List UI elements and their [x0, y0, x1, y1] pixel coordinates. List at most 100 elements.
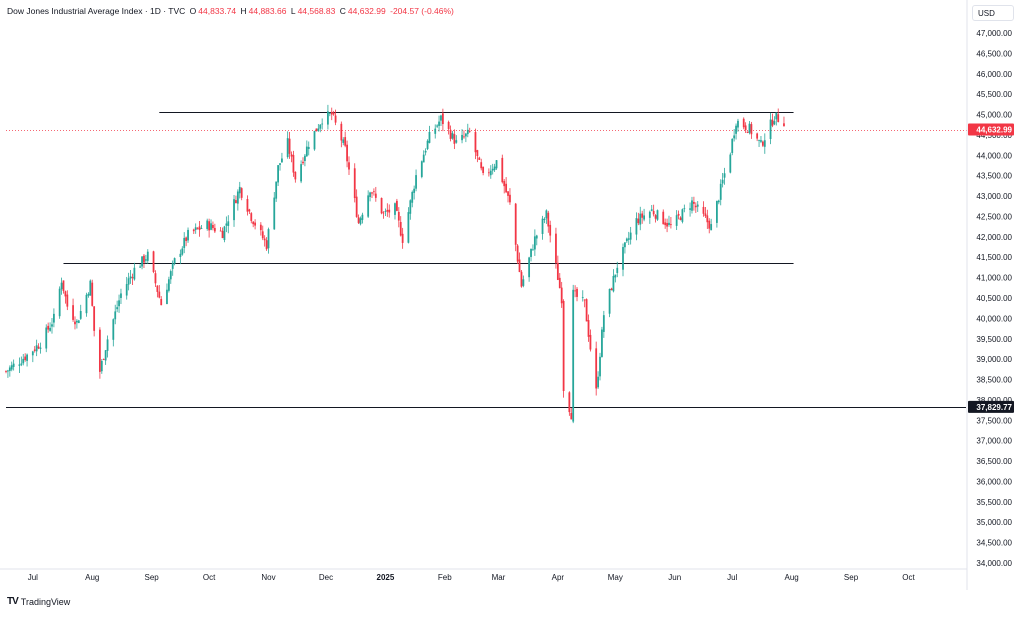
candle[interactable] [187, 227, 189, 243]
candle[interactable] [380, 197, 383, 215]
candle[interactable] [693, 196, 695, 211]
candle[interactable] [721, 172, 724, 188]
candle[interactable] [518, 252, 521, 273]
candle[interactable] [666, 218, 668, 233]
candle[interactable] [744, 122, 747, 134]
candle[interactable] [731, 138, 734, 156]
candle[interactable] [240, 187, 243, 201]
candle[interactable] [601, 326, 603, 358]
candle[interactable] [625, 237, 628, 243]
candle[interactable] [198, 220, 201, 237]
candle[interactable] [650, 205, 653, 212]
candle[interactable] [332, 110, 335, 116]
candle[interactable] [292, 150, 295, 177]
candle[interactable] [35, 339, 38, 357]
candle[interactable] [610, 287, 613, 291]
candle[interactable] [706, 209, 709, 229]
candle[interactable] [587, 314, 590, 342]
candle[interactable] [476, 149, 479, 163]
candle[interactable] [635, 212, 638, 241]
candle[interactable] [5, 370, 7, 374]
tradingview-brand[interactable]: TV TradingView [7, 596, 70, 607]
candle[interactable] [614, 274, 617, 283]
candle[interactable] [545, 209, 548, 224]
candle[interactable] [395, 198, 398, 212]
candle[interactable] [643, 208, 645, 222]
candle[interactable] [595, 341, 598, 396]
candle[interactable] [708, 218, 711, 234]
candle[interactable] [171, 260, 174, 276]
candle[interactable] [118, 294, 120, 313]
candle[interactable] [748, 121, 751, 135]
candle[interactable] [156, 285, 159, 298]
candle[interactable] [259, 222, 262, 236]
candle[interactable] [771, 113, 774, 128]
candle[interactable] [7, 369, 9, 378]
candle[interactable] [371, 191, 373, 198]
candle[interactable] [683, 204, 686, 213]
candle[interactable] [549, 220, 552, 243]
candle[interactable] [233, 194, 235, 227]
candle[interactable] [196, 227, 199, 230]
candle[interactable] [307, 141, 310, 156]
candle[interactable] [576, 287, 578, 302]
candle[interactable] [91, 279, 94, 307]
candle[interactable] [388, 204, 391, 218]
candle[interactable] [141, 256, 143, 270]
candle[interactable] [420, 160, 423, 179]
candle[interactable] [597, 371, 599, 389]
candle[interactable] [438, 115, 440, 132]
candle[interactable] [263, 235, 266, 247]
candle[interactable] [585, 298, 588, 322]
candle[interactable] [746, 131, 749, 134]
candle[interactable] [463, 130, 465, 139]
candle[interactable] [773, 116, 776, 126]
candle[interactable] [77, 319, 80, 324]
candle[interactable] [384, 208, 387, 216]
candle[interactable] [330, 107, 333, 121]
currency-button[interactable]: USD [972, 5, 1014, 21]
candle[interactable] [501, 154, 504, 184]
candle[interactable] [374, 186, 377, 202]
candle[interactable] [353, 163, 356, 203]
candle[interactable] [281, 152, 283, 163]
candle[interactable] [288, 132, 291, 159]
candle[interactable] [39, 342, 42, 354]
candle[interactable] [373, 188, 375, 196]
candle[interactable] [750, 121, 753, 139]
candle[interactable] [213, 223, 216, 234]
candle[interactable] [763, 133, 766, 154]
candle[interactable] [415, 169, 417, 192]
candle[interactable] [556, 255, 559, 281]
candle[interactable] [681, 208, 684, 224]
candle[interactable] [704, 207, 707, 218]
candle[interactable] [227, 215, 230, 234]
candle[interactable] [8, 365, 11, 377]
candle[interactable] [710, 218, 713, 231]
candle[interactable] [127, 272, 130, 291]
candle[interactable] [455, 135, 458, 144]
candle[interactable] [208, 218, 211, 238]
candle[interactable] [26, 353, 28, 367]
candle[interactable] [572, 284, 575, 424]
candle[interactable] [737, 118, 739, 132]
candle[interactable] [273, 192, 276, 230]
candle[interactable] [468, 127, 471, 133]
candle[interactable] [670, 216, 672, 229]
candle[interactable] [22, 353, 25, 366]
candle[interactable] [677, 210, 680, 220]
candle[interactable] [424, 148, 427, 156]
candle[interactable] [622, 243, 624, 277]
candle[interactable] [167, 276, 170, 293]
candle[interactable] [668, 215, 670, 227]
candle[interactable] [252, 220, 255, 228]
candle[interactable] [493, 163, 496, 172]
candle[interactable] [422, 150, 425, 163]
candle[interactable] [461, 129, 463, 144]
candle[interactable] [131, 273, 134, 285]
candle[interactable] [192, 228, 195, 235]
candle[interactable] [104, 350, 107, 365]
candle[interactable] [528, 256, 531, 282]
candle[interactable] [129, 269, 132, 284]
candle[interactable] [783, 116, 785, 127]
